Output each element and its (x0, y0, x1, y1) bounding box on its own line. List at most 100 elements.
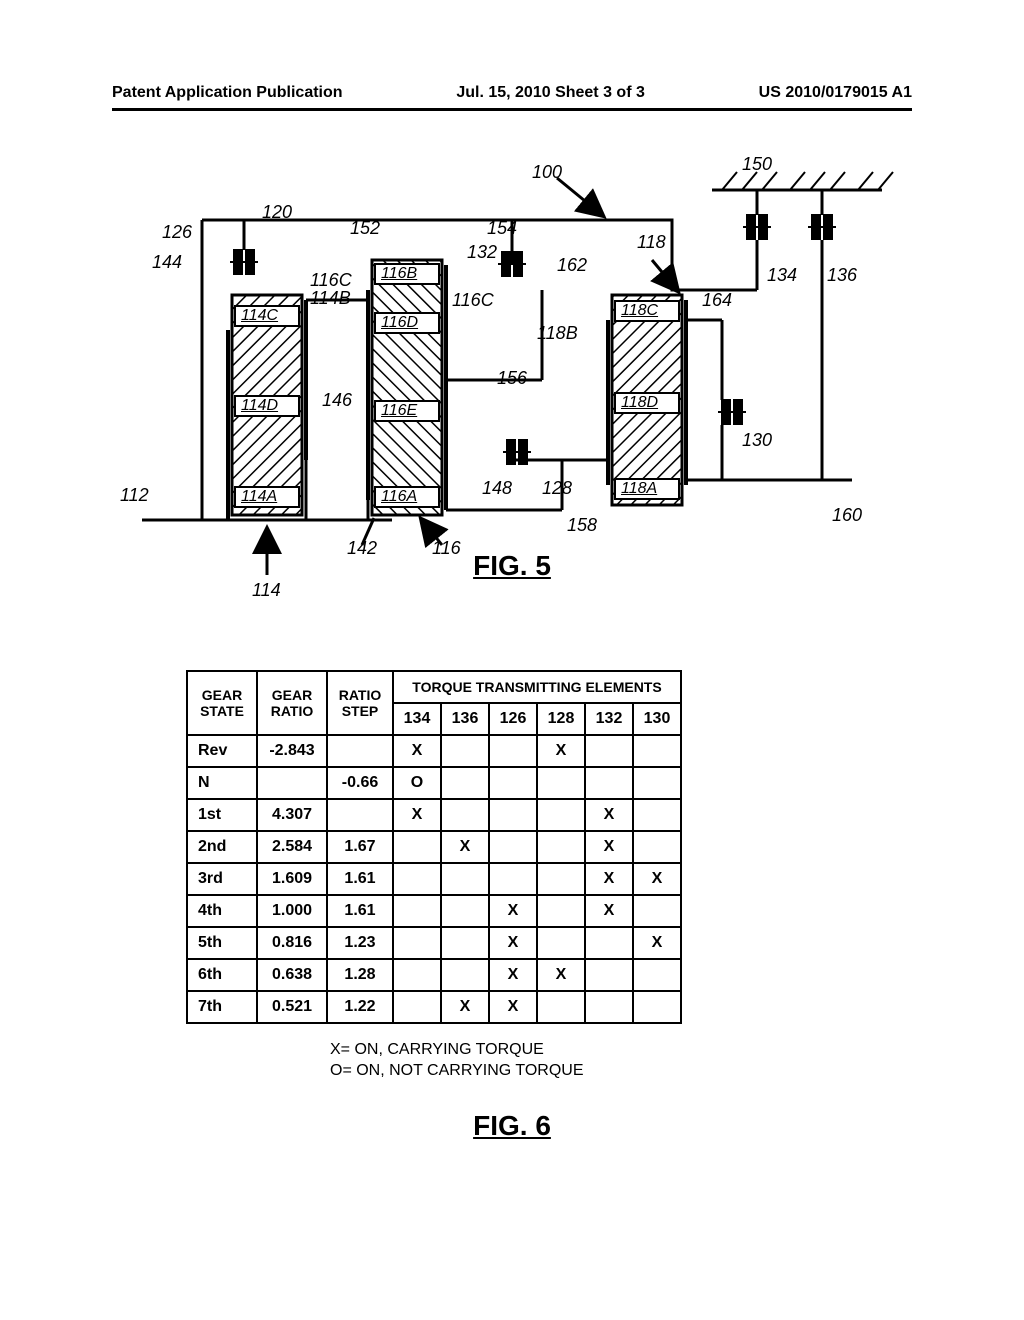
cell-state: 6th (187, 959, 257, 991)
cell-torque (537, 767, 585, 799)
label-114b: 114B (310, 288, 351, 309)
cell-torque: X (441, 831, 489, 863)
legend-x: X= ON, CARRYING TORQUE (330, 1040, 584, 1061)
label-144: 144 (152, 252, 182, 273)
table-row: N -0.66O (187, 767, 681, 799)
cell-step: 1.61 (327, 895, 393, 927)
cell-state: 4th (187, 895, 257, 927)
cell-torque: X (489, 959, 537, 991)
cell-torque (441, 895, 489, 927)
cell-torque: X (393, 735, 441, 767)
cell-step (327, 735, 393, 767)
cell-torque: X (585, 831, 633, 863)
label-116e: 116E (374, 400, 440, 422)
label-100: 100 (532, 162, 562, 183)
label-132: 132 (467, 242, 497, 263)
cell-torque: O (393, 767, 441, 799)
cell-torque (489, 799, 537, 831)
col-126: 126 (489, 703, 537, 735)
col-136: 136 (441, 703, 489, 735)
table-row: 3rd1.6091.61XX (187, 863, 681, 895)
table-row: 5th0.8161.23XX (187, 927, 681, 959)
label-164: 164 (702, 290, 732, 311)
cell-ratio: 1.000 (257, 895, 327, 927)
cell-torque (633, 831, 681, 863)
cell-state: 7th (187, 991, 257, 1023)
cell-torque (489, 735, 537, 767)
label-116c-b: 116C (452, 290, 494, 311)
cell-state: 5th (187, 927, 257, 959)
label-114d: 114D (234, 395, 300, 417)
cell-torque: X (633, 927, 681, 959)
cell-state: 3rd (187, 863, 257, 895)
cell-ratio: 0.521 (257, 991, 327, 1023)
label-128: 128 (542, 478, 572, 499)
cell-step: 1.22 (327, 991, 393, 1023)
cell-torque (393, 959, 441, 991)
cell-state: 1st (187, 799, 257, 831)
cell-torque (537, 991, 585, 1023)
page-header: Patent Application Publication Jul. 15, … (112, 84, 912, 102)
cell-ratio: 4.307 (257, 799, 327, 831)
cell-torque (489, 831, 537, 863)
cell-ratio: 1.609 (257, 863, 327, 895)
col-gear-ratio: GEAR RATIO (257, 671, 327, 735)
table-row: 7th0.5211.22XX (187, 991, 681, 1023)
label-150: 150 (742, 154, 772, 175)
cell-torque: X (393, 799, 441, 831)
cell-torque (441, 767, 489, 799)
cell-torque (633, 767, 681, 799)
table-row: 1st4.307 X X (187, 799, 681, 831)
cell-ratio: -2.843 (257, 735, 327, 767)
cell-torque (393, 831, 441, 863)
cell-torque (633, 959, 681, 991)
col-134: 134 (393, 703, 441, 735)
cell-torque (489, 863, 537, 895)
fig6-caption: FIG. 6 (0, 1110, 1024, 1142)
cell-state: N (187, 767, 257, 799)
cell-torque (489, 767, 537, 799)
label-136: 136 (827, 265, 857, 286)
label-118: 118 (637, 232, 666, 253)
cell-step: -0.66 (327, 767, 393, 799)
label-158: 158 (567, 515, 597, 536)
cell-torque (633, 991, 681, 1023)
cell-state: Rev (187, 735, 257, 767)
header-rule (112, 108, 912, 111)
cell-torque (585, 735, 633, 767)
cell-torque: X (537, 735, 585, 767)
cell-torque: X (585, 895, 633, 927)
label-114a: 114A (234, 486, 300, 508)
cell-torque: X (441, 991, 489, 1023)
header-left: Patent Application Publication (112, 84, 343, 102)
label-152: 152 (350, 218, 380, 239)
label-118c: 118C (614, 300, 680, 322)
col-128: 128 (537, 703, 585, 735)
label-130: 130 (742, 430, 772, 451)
cell-step: 1.67 (327, 831, 393, 863)
gear-table: GEAR STATE GEAR RATIO RATIO STEP TORQUE … (186, 670, 682, 1024)
cell-torque (441, 863, 489, 895)
cell-step: 1.23 (327, 927, 393, 959)
col-130: 130 (633, 703, 681, 735)
cell-ratio (257, 767, 327, 799)
label-148: 148 (482, 478, 512, 499)
label-118b: 118B (537, 323, 578, 344)
col-gear-state: GEAR STATE (187, 671, 257, 735)
cell-torque: X (489, 895, 537, 927)
cell-torque (537, 863, 585, 895)
cell-torque (441, 959, 489, 991)
cell-torque (585, 767, 633, 799)
table-row: 4th1.0001.61 X X (187, 895, 681, 927)
cell-ratio: 0.638 (257, 959, 327, 991)
cell-torque (585, 991, 633, 1023)
cell-step (327, 799, 393, 831)
cell-torque: X (633, 863, 681, 895)
cell-torque: X (585, 799, 633, 831)
cell-torque (393, 991, 441, 1023)
label-114c: 114C (234, 305, 300, 327)
label-112: 112 (120, 485, 149, 506)
header-right: US 2010/0179015 A1 (759, 84, 912, 102)
table-row: Rev-2.843 X X (187, 735, 681, 767)
label-118d: 118D (614, 392, 680, 414)
